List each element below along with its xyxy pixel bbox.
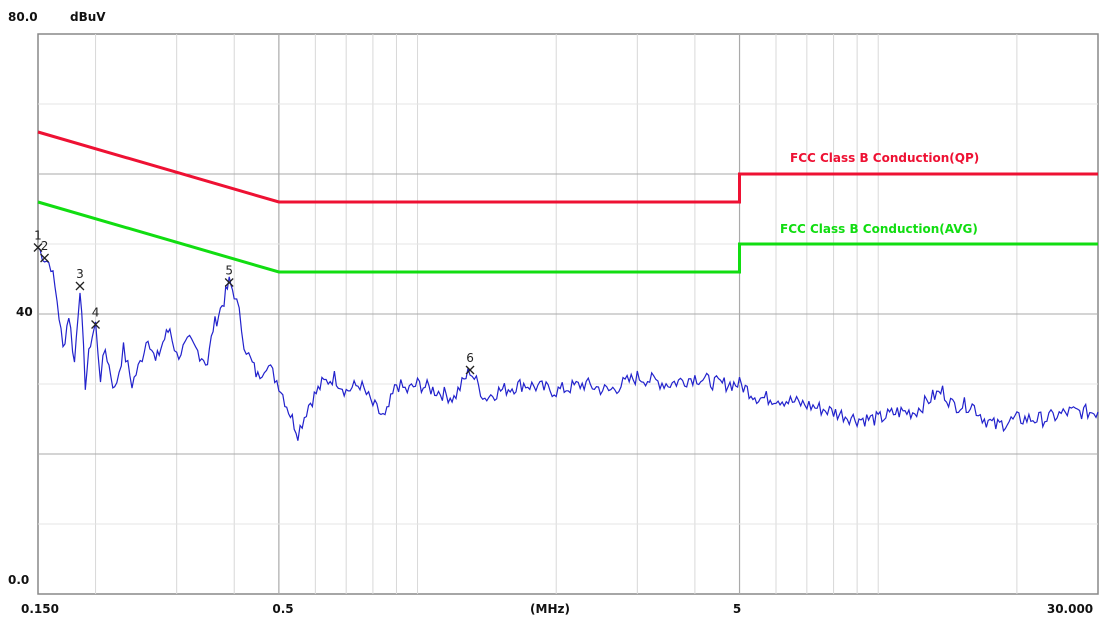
marker-cross [75,281,85,291]
measurement-trace [37,247,1099,441]
limit-line-avg [37,200,1098,274]
legend-label-qp: FCC Class B Conduction(QP) [790,151,979,165]
x-tick-label-30000: 30.000 [1047,602,1093,616]
y-unit-label: dBuV [70,10,106,24]
trace-line [37,247,1099,441]
limit-lines [37,130,1098,274]
marker-cross [40,253,50,263]
y-tick-label-80: 80.0 [8,10,38,24]
x-tick-label-05: 0.5 [272,602,293,616]
peak-markers: 12 3 4 5 6 [33,229,475,375]
marker-label: 4 [92,306,100,320]
marker-cross [91,320,101,329]
marker-cross [33,243,43,252]
marker-5: 5 [224,264,234,287]
legend-label-avg: FCC Class B Conduction(AVG) [780,222,978,236]
marker-4: 4 [91,306,101,329]
marker-1: 1 [33,229,43,252]
x-tick-label-0150: 0.150 [21,602,59,616]
limit-legend: FCC Class B Conduction(QP) FCC Class B C… [780,151,979,236]
marker-label: 2 [41,239,49,253]
horizontal-gridlines [38,103,1098,525]
axis-labels: dBuV (MHz) 80.0 40 0.0 0.150 0.5 5 30.00… [8,10,1093,616]
x-unit-label: (MHz) [530,602,570,616]
marker-label: 3 [76,267,84,281]
marker-label: 5 [225,264,233,278]
marker-cross [224,278,234,287]
marker-cross [465,365,475,375]
x-tick-label-5: 5 [733,602,741,616]
marker-6: 6 [465,351,475,375]
marker-2: 2 [40,239,50,263]
y-tick-label-40: 40 [16,305,33,319]
marker-3: 3 [75,267,85,291]
y-tick-label-0: 0.0 [8,573,29,587]
marker-label: 1 [34,229,42,243]
limit-line-qp [37,130,1098,204]
marker-label: 6 [466,351,474,365]
